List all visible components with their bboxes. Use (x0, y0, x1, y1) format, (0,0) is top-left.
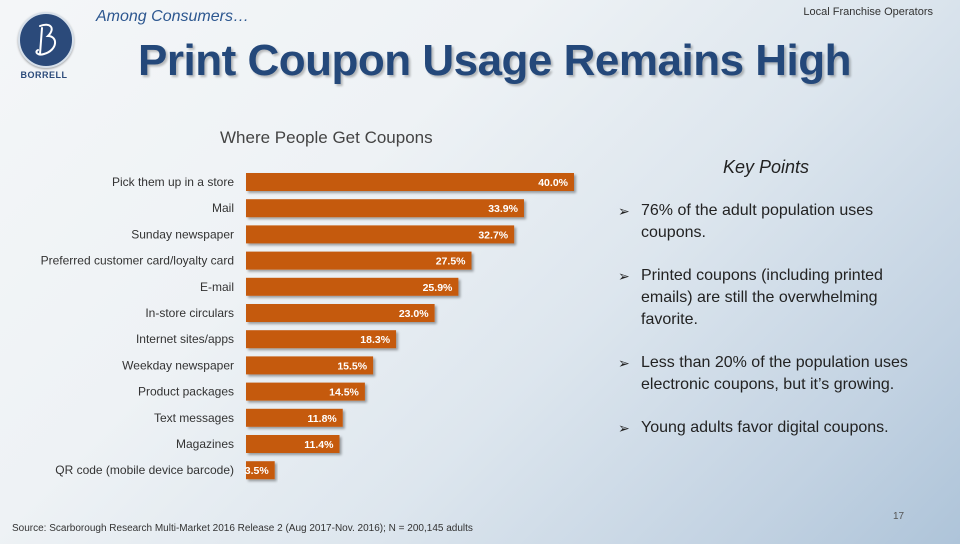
page-title: Print Coupon Usage Remains High (138, 36, 852, 85)
category-label: Text messages (154, 411, 234, 425)
key-point: ➢ Young adults favor digital coupons. (618, 417, 933, 439)
category-label: Magazines (176, 437, 234, 451)
b-script-icon (35, 23, 56, 56)
bar (246, 304, 435, 322)
category-label: E-mail (200, 280, 234, 294)
category-label: Sunday newspaper (131, 227, 234, 241)
data-label: 32.7% (478, 229, 508, 241)
subtitle: Among Consumers… (96, 8, 249, 25)
category-label: QR code (mobile device barcode) (55, 463, 234, 477)
category-label: In-store circulars (145, 306, 234, 320)
bar-chart: Pick them up in a store 40.0% Mail 33.9% Sun… (41, 173, 574, 480)
key-point: ➢ Printed coupons (including printed emai… (618, 265, 933, 331)
key-point-text: Printed coupons (including printed email… (641, 267, 883, 328)
source-note: Source: Scarborough Research Multi-Marke… (12, 523, 473, 534)
logo-text: BORRELL (20, 70, 68, 80)
data-label: 3.5% (245, 465, 270, 477)
arrow-bullet-icon: ➢ (618, 420, 630, 436)
category-label: Pick them up in a store (112, 175, 234, 189)
key-points-list: ➢ 76% of the adult population uses coupon… (618, 200, 933, 460)
bar (246, 461, 275, 480)
key-point-text: Less than 20% of the population uses ele… (641, 354, 908, 393)
data-label: 40.0% (538, 177, 568, 189)
data-label: 27.5% (436, 256, 466, 268)
category-label: Internet sites/apps (136, 332, 234, 346)
bar (246, 408, 343, 427)
key-point-text: 76% of the adult population uses coupons… (641, 202, 874, 241)
chart-title: Where People Get Coupons (220, 128, 433, 147)
key-points-title: Key Points (723, 157, 810, 177)
bar (246, 199, 524, 218)
bar (246, 251, 472, 270)
key-point-text: Young adults favor digital coupons. (641, 419, 889, 436)
data-label: 14.5% (329, 387, 359, 399)
category-label: Preferred customer card/loyalty card (41, 254, 234, 268)
bar (246, 330, 397, 349)
bar (246, 173, 574, 191)
data-label: 23.0% (399, 308, 429, 320)
category-label: Weekday newspaper (122, 358, 234, 372)
data-label: 25.9% (423, 282, 453, 294)
arrow-bullet-icon: ➢ (618, 355, 630, 371)
data-label: 11.4% (304, 439, 334, 451)
key-point: ➢ Less than 20% of the population uses el… (618, 352, 933, 396)
data-label: 18.3% (360, 334, 390, 346)
data-label: 15.5% (337, 360, 367, 372)
category-label: Mail (212, 201, 234, 215)
bar (246, 356, 374, 375)
page-number: 17 (893, 511, 905, 522)
corner-label: Local Franchise Operators (803, 6, 933, 18)
bar (246, 225, 515, 244)
key-point: ➢ 76% of the adult population uses coupon… (618, 200, 933, 244)
borrell-logo (18, 12, 74, 68)
arrow-bullet-icon: ➢ (618, 268, 630, 284)
category-label: Product packages (138, 385, 234, 399)
bar (246, 435, 340, 453)
arrow-bullet-icon: ➢ (618, 203, 630, 219)
data-label: 11.8% (308, 413, 338, 425)
bar (246, 277, 459, 296)
bar (246, 382, 365, 401)
data-label: 33.9% (488, 203, 518, 215)
